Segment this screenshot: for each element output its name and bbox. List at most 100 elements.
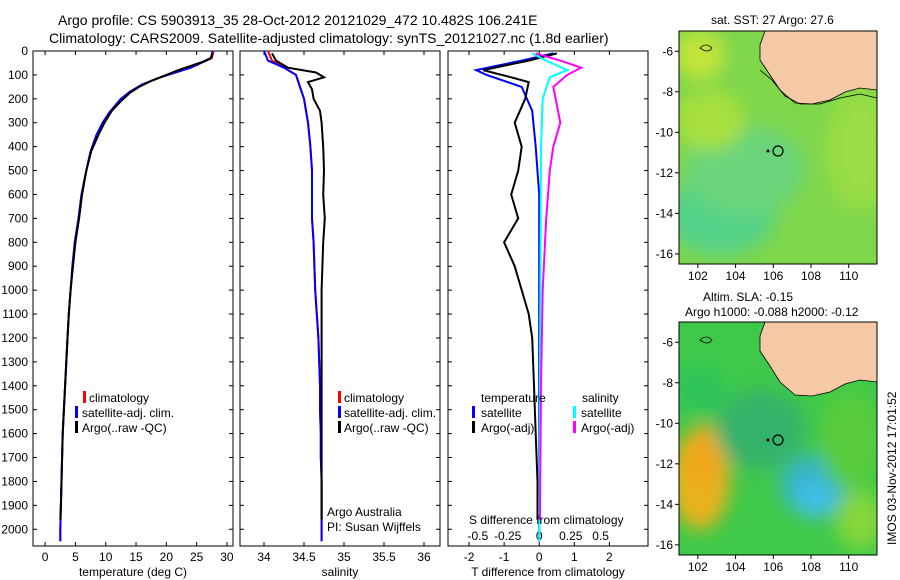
- legend-satellite-swatch: [338, 406, 341, 418]
- legend-argo-swatch: [338, 421, 341, 433]
- x-axis-label: salinity: [322, 565, 359, 579]
- y-tick-label: 0: [21, 44, 28, 58]
- y-tick-label: 100: [8, 68, 28, 82]
- series-line-argo--adj-: [535, 52, 584, 520]
- credit-pi: PI: Susan Wijffels: [327, 520, 421, 534]
- temperature-legend: climatology satellite-adj. clim. Argo(..…: [75, 391, 174, 435]
- series-line-argo--adj-: [482, 52, 558, 520]
- sst-map-panel: sat. SST: 27 Argo: 27.6 102 104 106 108 110 -…: [656, 13, 878, 283]
- x-tick-label: 15: [129, 550, 143, 564]
- x-tick-label: 2: [606, 550, 613, 564]
- y-tick-label: 600: [8, 187, 28, 201]
- x-tick-label: 34.5: [292, 550, 316, 564]
- y-tick-label: 900: [8, 259, 28, 273]
- sla-map-title: Altim. SLA: -0.15: [703, 290, 793, 304]
- sst-map-ticks: 102 104 106 108 110 -6 -8 -10 -12 -14 -16: [656, 44, 859, 283]
- y-tick-label: 500: [8, 164, 28, 178]
- legend-t-argo-label: Argo(-adj): [481, 421, 534, 435]
- y-tick-label: 800: [8, 235, 28, 249]
- lat-tick-label: -14: [656, 497, 674, 511]
- lon-tick-label: 108: [801, 269, 821, 283]
- y-tick-label: 1600: [1, 427, 28, 441]
- lon-tick-label: 102: [688, 269, 708, 283]
- plot-frame: [239, 50, 441, 547]
- lat-tick-label: -14: [656, 206, 674, 220]
- lon-tick-label: 110: [839, 560, 858, 574]
- argo-position-marker: [772, 145, 784, 157]
- legend-t-argo-swatch: [472, 421, 475, 433]
- lat-tick-label: -8: [662, 85, 673, 99]
- x-tick-label: -1: [499, 550, 510, 564]
- x-tick-label: 25: [190, 550, 204, 564]
- y-tick-label: 300: [8, 116, 28, 130]
- lon-tick-label: 106: [763, 560, 783, 574]
- legend-climatology-swatch: [83, 391, 86, 403]
- series-line-climatology: [59, 50, 215, 542]
- salinity-profile-panel: 34 34.5 35 35.5 36 salinity: [239, 50, 441, 579]
- lat-tick-label: -8: [662, 376, 673, 390]
- series-line-satellite: [472, 52, 554, 542]
- s-tick-label: -0.25: [494, 529, 522, 543]
- y-tick-label: 1400: [1, 379, 28, 393]
- legend-s-argo-swatch: [573, 421, 576, 433]
- legend-satellite-label: satellite-adj. clim.: [82, 406, 174, 420]
- lat-tick-label: -12: [656, 166, 674, 180]
- difference-profile-panel: -2 -1 0 1 2-0.5 -0.25 0 0.25 0.5T difference fro…: [447, 50, 649, 579]
- lat-tick-label: -10: [656, 416, 674, 430]
- series-line-argo---raw--qc-: [59, 53, 214, 520]
- legend-s-satellite-label: satellite: [581, 406, 622, 420]
- x-tick-label: 35: [337, 550, 351, 564]
- lat-tick-label: -16: [656, 247, 674, 261]
- plot-frame: [447, 50, 649, 547]
- y-tick-label: 1700: [1, 451, 28, 465]
- series-line-satellite-adj--clim-: [59, 50, 214, 542]
- sla-map-ticks: 102 104 106 108 110 -6 -8 -10 -12 -14 -16: [656, 335, 859, 574]
- series-line-argo---raw--qc-: [271, 52, 327, 520]
- sst-map-field: [679, 31, 877, 264]
- lon-tick-label: 104: [726, 269, 746, 283]
- x-axis-label: temperature (deg C): [79, 565, 187, 579]
- y-tick-label: 200: [8, 92, 28, 106]
- x-tick-label: 0: [42, 550, 49, 564]
- legend-satellite-swatch: [75, 406, 78, 418]
- x-tick-label: 5: [72, 550, 79, 564]
- lon-tick-label: 106: [763, 269, 783, 283]
- legend-climatology-swatch: [338, 391, 341, 403]
- legend-s-argo-label: Argo(-adj): [581, 421, 634, 435]
- side-timestamp: IMOS 03-Nov-2012 17:01:52: [885, 391, 899, 545]
- y-tick-label: 2000: [1, 522, 28, 536]
- legend-argo-label: Argo(..raw -QC): [344, 421, 429, 435]
- sla-map-panel: Altim. SLA: -0.15 Argo h1000: -0.088 h20…: [656, 290, 878, 574]
- y-tick-label: 1000: [1, 283, 28, 297]
- legend-temperature-title: temperature: [481, 391, 546, 405]
- series-line-satellite-adj--clim-: [263, 50, 323, 542]
- lat-tick-label: -12: [656, 457, 674, 471]
- lat-tick-label: -6: [662, 335, 673, 349]
- title-line-2: Climatology: CARS2009. Satellite-adjuste…: [49, 30, 609, 46]
- lat-tick-label: -6: [662, 44, 673, 58]
- x-axis-label: T difference from climatology: [471, 565, 625, 579]
- y-tick-label: 700: [8, 211, 28, 225]
- x-tick-label: 20: [160, 550, 174, 564]
- lon-tick-label: 110: [839, 269, 858, 283]
- x-tick-label: -2: [464, 550, 475, 564]
- plot-frame: [32, 50, 234, 547]
- x-tick-label: 1: [571, 550, 578, 564]
- y-tick-label: 1100: [2, 307, 28, 321]
- series-line-climatology: [267, 50, 323, 542]
- lat-tick-label: -16: [656, 538, 674, 552]
- lon-tick-label: 104: [726, 560, 746, 574]
- credit-argo-australia: Argo Australia: [327, 505, 402, 519]
- legend-climatology-label: climatology: [344, 391, 404, 405]
- legend-argo-label: Argo(..raw -QC): [82, 421, 167, 435]
- x-tick-label: 35.5: [372, 550, 396, 564]
- legend-satellite-label: satellite-adj. clim.: [344, 406, 436, 420]
- x-tick-label: 0: [536, 550, 543, 564]
- sla-map-field: [679, 322, 877, 555]
- legend-argo-swatch: [75, 421, 78, 433]
- temperature-profile-panel: 0100200300400500600700800900100011001200…: [1, 44, 234, 579]
- y-tick-label: 1300: [1, 355, 28, 369]
- legend-climatology-label: climatology: [89, 391, 149, 405]
- y-tick-label: 1500: [1, 403, 28, 417]
